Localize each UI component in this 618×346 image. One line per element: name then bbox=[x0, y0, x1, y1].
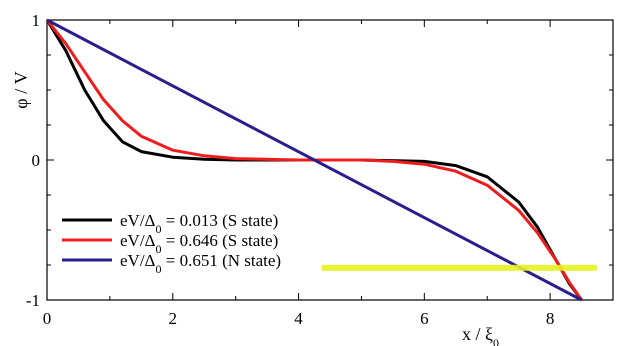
y-tick-label: 0 bbox=[32, 151, 41, 170]
y-tick-label: -1 bbox=[26, 291, 40, 310]
y-tick-label: 1 bbox=[32, 11, 41, 30]
y-axis-label: φ / V bbox=[11, 71, 31, 108]
axis-ticks bbox=[46, 19, 614, 301]
series-line-2 bbox=[45, 19, 583, 301]
series-line-3 bbox=[46, 18, 583, 302]
legend-label: eV/Δ0 = 0.651 (N state) bbox=[120, 251, 281, 276]
x-tick-label: 0 bbox=[43, 309, 52, 328]
x-tick-label: 8 bbox=[546, 309, 555, 328]
yellow-highlight bbox=[321, 264, 597, 271]
highlight-bar bbox=[321, 264, 597, 271]
x-tick-label: 2 bbox=[169, 309, 178, 328]
tick-labels: 0 2 4 6 8-101 bbox=[26, 11, 555, 328]
x-tick-label: 6 bbox=[420, 309, 429, 328]
x-tick-label: 4 bbox=[294, 309, 303, 328]
legend: eV/Δ0 = 0.013 (S state)eV/Δ0 = 0.646 (S … bbox=[62, 211, 281, 276]
x-axis-label: x / ξ0 bbox=[462, 324, 499, 346]
series-lines bbox=[45, 18, 583, 302]
